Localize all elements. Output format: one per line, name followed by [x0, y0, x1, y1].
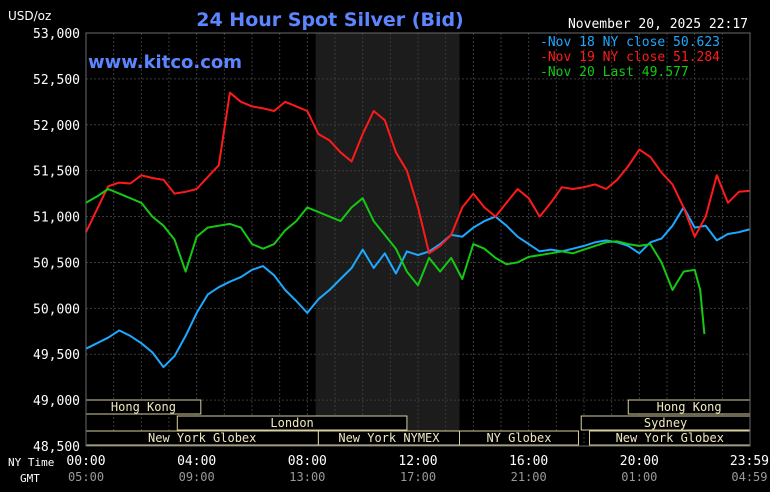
- series-line-nov20: [85, 188, 706, 335]
- chart-title: 24 Hour Spot Silver (Bid): [196, 9, 463, 31]
- session-bar: [459, 430, 579, 446]
- y-tick-label: 51,500: [33, 165, 80, 180]
- watermark-text: www.kitco.com: [88, 52, 242, 73]
- y-axis-label: USD/oz: [8, 9, 51, 23]
- x-tick-label-ny: 04:00: [177, 454, 216, 469]
- x-tick-label-gmt: 05:00: [68, 470, 104, 484]
- x-tick-label-ny: 12:00: [398, 454, 437, 469]
- chart-legend: -Nov 18 NY close 50.623-Nov 19 NY close …: [540, 35, 720, 80]
- series-line-nov19: [85, 91, 750, 255]
- y-tick-label: 51,000: [33, 211, 80, 226]
- x-tick-label-ny: 23:59: [730, 454, 769, 469]
- y-tick-label: 49,000: [33, 394, 80, 409]
- session-label: Hong Kong: [657, 400, 722, 414]
- chart-timestamp: November 20, 2025 22:17: [568, 17, 748, 32]
- x-tick-label-gmt: 21:00: [511, 470, 547, 484]
- plot-area: Hong Kong London New York Globex New York N…: [85, 32, 751, 447]
- y-tick-label: 50,000: [33, 302, 80, 317]
- x-tick-label-gmt: 09:00: [179, 470, 215, 484]
- y-tick-label: 52,000: [33, 119, 80, 134]
- session-label: NY Globex: [486, 431, 551, 445]
- session-label: New York NYMEX: [338, 431, 440, 445]
- session-label: Sydney: [644, 416, 687, 430]
- session-label: London: [270, 416, 313, 430]
- series-line-nov18: [85, 206, 750, 369]
- y-tick-label: 50,500: [33, 256, 80, 271]
- y-tick-label: 49,500: [33, 348, 80, 363]
- ny-time-axis-label: NY Time: [8, 456, 54, 469]
- x-tick-label-ny: 20:00: [620, 454, 659, 469]
- session-label: New York Globex: [148, 431, 256, 445]
- gmt-axis-label: GMT: [20, 472, 40, 485]
- legend-entry-nov18: -Nov 18 NY close 50.623: [540, 35, 720, 50]
- session-label: Hong Kong: [111, 400, 176, 414]
- x-tick-label-gmt: 17:00: [400, 470, 436, 484]
- session-bar: [176, 415, 408, 431]
- x-tick-label-gmt: 13:00: [289, 470, 325, 484]
- y-tick-label: 48,500: [33, 440, 80, 455]
- y-tick-label: 53,000: [33, 27, 80, 42]
- x-axis: 00:00 04:00 08:00 12:00 16:00 20:00 23:59 05:00…: [66, 454, 769, 484]
- y-axis: 53,000 52,500 52,000 51,500 51,000 50,500 50,0…: [33, 27, 80, 455]
- x-tick-label-gmt: 01:00: [621, 470, 657, 484]
- session-label: New York Globex: [616, 431, 724, 445]
- x-tick-label-ny: 08:00: [288, 454, 327, 469]
- x-tick-label-ny: 00:00: [66, 454, 105, 469]
- plot-border: [85, 32, 751, 447]
- x-tick-label-ny: 16:00: [509, 454, 548, 469]
- y-tick-label: 52,500: [33, 73, 80, 88]
- legend-entry-nov19: -Nov 19 NY close 51.284: [540, 50, 720, 65]
- x-tick-label-gmt: 04:59: [731, 470, 767, 484]
- legend-entry-nov20: -Nov 20 Last 49.577: [540, 65, 689, 80]
